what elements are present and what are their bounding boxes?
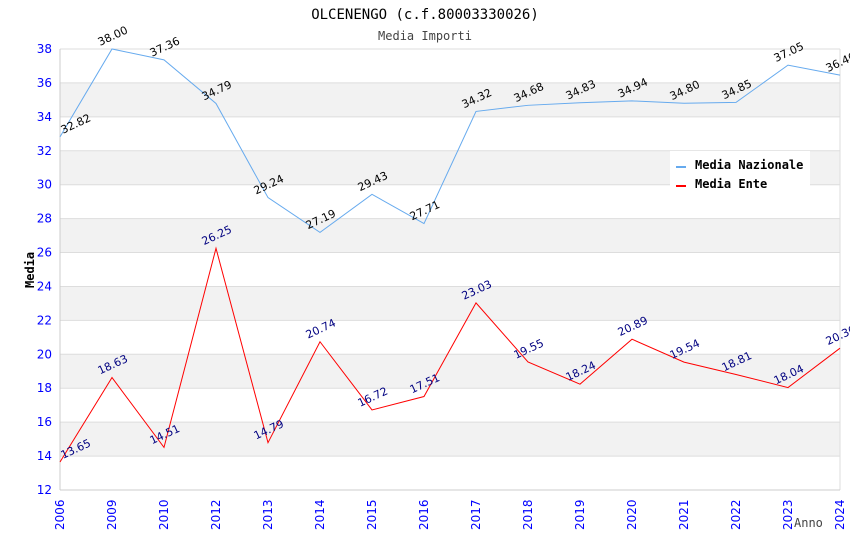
y-tick-label: 18 bbox=[37, 381, 52, 395]
x-tick-label: 2021 bbox=[677, 499, 691, 530]
chart-title: OLCENENGO (c.f.80003330026) bbox=[311, 7, 539, 23]
legend-label: Media Nazionale bbox=[695, 158, 803, 172]
y-tick-label: 32 bbox=[37, 144, 52, 158]
x-tick-label: 2024 bbox=[833, 499, 847, 530]
y-tick-label: 20 bbox=[37, 347, 52, 361]
x-tick-label: 2009 bbox=[105, 499, 119, 530]
y-tick-label: 34 bbox=[37, 110, 52, 124]
x-tick-label: 2022 bbox=[729, 499, 743, 530]
grid-band bbox=[60, 286, 840, 321]
data-label: 36.46 bbox=[824, 50, 850, 75]
x-tick-label: 2013 bbox=[261, 499, 275, 530]
data-label: 20.36 bbox=[824, 323, 850, 348]
grid-band bbox=[60, 422, 840, 457]
y-tick-label: 12 bbox=[37, 483, 52, 497]
grid-band bbox=[60, 218, 840, 253]
x-tick-label: 2023 bbox=[781, 499, 795, 530]
x-axis-label: Anno bbox=[794, 516, 823, 530]
y-tick-label: 30 bbox=[37, 178, 52, 192]
grid-band bbox=[60, 82, 840, 117]
y-tick-label: 16 bbox=[37, 415, 52, 429]
y-tick-label: 14 bbox=[37, 449, 52, 463]
x-tick-label: 2012 bbox=[209, 499, 223, 530]
x-tick-label: 2006 bbox=[53, 499, 67, 530]
legend-label: Media Ente bbox=[695, 177, 767, 191]
series-line bbox=[59, 48, 841, 233]
x-tick-label: 2019 bbox=[573, 499, 587, 530]
y-axis-label: Media bbox=[23, 252, 37, 288]
x-tick-label: 2016 bbox=[417, 499, 431, 530]
y-tick-label: 22 bbox=[37, 313, 52, 327]
x-tick-label: 2010 bbox=[157, 499, 171, 530]
y-tick-label: 38 bbox=[37, 42, 52, 56]
x-tick-label: 2015 bbox=[365, 499, 379, 530]
data-label: 38.00 bbox=[96, 24, 130, 49]
data-label: 37.36 bbox=[148, 34, 182, 59]
chart-subtitle: Media Importi bbox=[378, 29, 472, 43]
legend bbox=[670, 151, 810, 195]
x-tick-label: 2017 bbox=[469, 499, 483, 530]
x-tick-label: 2020 bbox=[625, 499, 639, 530]
grid-band bbox=[60, 354, 840, 389]
x-tick-label: 2018 bbox=[521, 499, 535, 530]
y-tick-label: 36 bbox=[37, 76, 52, 90]
y-tick-label: 24 bbox=[37, 279, 52, 293]
x-tick-label: 2014 bbox=[313, 499, 327, 530]
series-line bbox=[59, 246, 841, 463]
y-tick-label: 28 bbox=[37, 212, 52, 226]
data-label: 37.05 bbox=[772, 40, 806, 65]
y-tick-label: 26 bbox=[37, 246, 52, 260]
